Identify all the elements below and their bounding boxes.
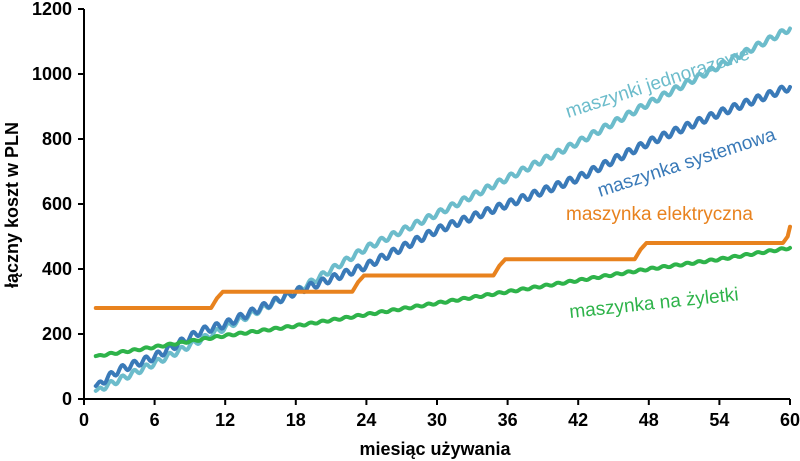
y-axis-title: łączny koszt w PLN	[2, 122, 22, 288]
x-tick-labels: 0 6 12 18 24 30 36 42 48 54 60	[79, 410, 800, 430]
x-tick-label: 12	[215, 410, 235, 430]
label-maszynka-systemowa: maszynka systemowa	[595, 124, 779, 202]
x-tick-label: 36	[498, 410, 518, 430]
series-line	[93, 245, 792, 359]
x-tick-label: 60	[780, 410, 800, 430]
series-lines	[93, 26, 792, 393]
x-axis-title: miesiąc używania	[359, 439, 511, 459]
y-tick-label: 1200	[32, 0, 72, 19]
label-maszynka-elektryczna: maszynka elektryczna	[566, 204, 753, 225]
x-tick-marks	[83, 399, 791, 405]
series-line	[93, 84, 792, 388]
x-tick-label: 24	[356, 410, 376, 430]
x-tick-label: 6	[150, 410, 160, 430]
label-maszynka-na-zyletki: maszynka na żyletki	[568, 284, 739, 323]
y-tick-labels: 0 200 400 600 800 1000 1200	[32, 0, 72, 409]
y-tick-label: 200	[42, 324, 72, 344]
y-tick-marks	[78, 8, 84, 400]
x-tick-label: 54	[709, 410, 729, 430]
x-tick-label: 42	[568, 410, 588, 430]
x-tick-label: 30	[427, 410, 447, 430]
y-tick-label: 400	[42, 259, 72, 279]
y-tick-label: 800	[42, 129, 72, 149]
y-tick-label: 600	[42, 194, 72, 214]
series-line	[93, 224, 792, 310]
x-tick-label: 48	[639, 410, 659, 430]
x-tick-label: 0	[79, 410, 89, 430]
x-tick-label: 18	[286, 410, 306, 430]
y-tick-label: 1000	[32, 64, 72, 84]
y-tick-label: 0	[62, 389, 72, 409]
